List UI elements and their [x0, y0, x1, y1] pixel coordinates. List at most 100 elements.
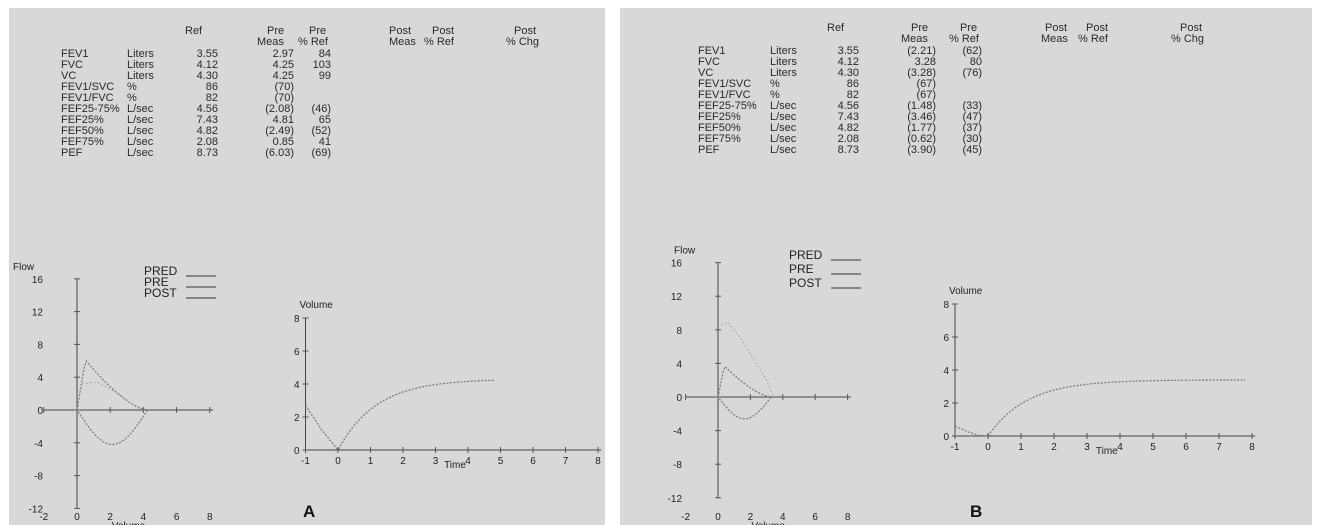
row-unit: Liters — [770, 56, 797, 68]
header-pre: Pre — [267, 25, 285, 37]
time-tick-label: 7 — [563, 456, 569, 467]
header-post: Post — [1045, 22, 1068, 34]
time-tick-label: 1 — [1018, 442, 1024, 453]
vol-y-tick-label: 6 — [943, 333, 949, 344]
flow-volume-loop-pre — [76, 359, 149, 446]
time-tick-label: 8 — [595, 456, 601, 467]
row-pre-pct-ref: (30) — [962, 133, 982, 145]
header-pre: Pre — [309, 25, 327, 37]
vol-y-tick-label: 6 — [294, 347, 300, 358]
time-tick-label: 8 — [1249, 442, 1255, 453]
time-tick-label: 0 — [985, 442, 991, 453]
header-ref: Ref — [185, 25, 203, 37]
header-post: Post — [389, 25, 412, 37]
row-parameter: FEV1 — [698, 45, 726, 57]
row-unit: L/sec — [770, 144, 797, 156]
header-post: Post — [514, 25, 537, 37]
row-pre-pct-ref: 65 — [318, 114, 331, 126]
flow-x-tick-label: 8 — [845, 512, 851, 523]
flow-x-tick-label: 4 — [780, 512, 786, 523]
flow-volume-predicted — [81, 381, 146, 411]
vol-y-tick-label: 8 — [294, 314, 300, 325]
header-pre-meas: Meas — [901, 33, 928, 45]
row-ref-value: 3.55 — [837, 45, 859, 57]
time-tick-label: 5 — [498, 456, 504, 467]
row-parameter: FVC — [698, 56, 720, 68]
row-pre-meas: 4.81 — [272, 114, 294, 126]
row-ref-value: 8.73 — [837, 144, 859, 156]
row-pre-pct-ref: (47) — [962, 111, 982, 123]
row-ref-value: 2.08 — [837, 133, 859, 145]
row-ref-value: 7.43 — [837, 111, 859, 123]
flow-x-tick-label: 8 — [207, 512, 213, 523]
flow-x-tick-label: 2 — [748, 512, 754, 523]
row-parameter: FVC — [61, 59, 83, 71]
row-unit: L/sec — [770, 133, 797, 145]
row-unit: L/sec — [127, 136, 154, 148]
flow-axis-title: Flow — [674, 246, 696, 257]
flow-y-tick-label: 8 — [676, 326, 682, 337]
row-ref-value: 82 — [846, 89, 859, 101]
row-pre-meas: (67) — [916, 78, 936, 90]
row-unit: L/sec — [127, 114, 154, 126]
row-unit: % — [770, 89, 780, 101]
flow-y-tick-label: 4 — [676, 359, 682, 370]
row-pre-meas: (2.49) — [265, 125, 294, 137]
row-parameter: FEV1/SVC — [61, 81, 115, 93]
row-parameter: FEV1/FVC — [698, 89, 751, 101]
flow-y-tick-label: -4 — [34, 439, 43, 450]
row-parameter: FEF50% — [61, 125, 104, 137]
header-post-meas: Meas — [1041, 33, 1068, 45]
legend-label: PRE — [789, 262, 814, 276]
row-unit: L/sec — [770, 122, 797, 134]
flow-y-tick-label: 16 — [671, 259, 683, 270]
time-tick-label: 6 — [1183, 442, 1189, 453]
row-parameter: FEF25-75% — [61, 103, 120, 115]
vol-y-tick-label: 2 — [943, 399, 949, 410]
row-parameter: FEF25-75% — [698, 100, 757, 112]
row-ref-value: 86 — [205, 81, 218, 93]
time-tick-label: 5 — [1150, 442, 1156, 453]
vol-y-tick-label: 0 — [294, 446, 300, 457]
header-pre-pct-ref: % Ref — [298, 36, 328, 48]
flow-y-tick-label: 12 — [32, 308, 44, 319]
legend-label: POST — [144, 286, 177, 300]
row-pre-meas: (2.08) — [265, 103, 294, 115]
time-tick-label: 3 — [433, 456, 439, 467]
flow-y-tick-label: -12 — [29, 504, 44, 515]
row-parameter: FEF75% — [698, 133, 741, 145]
row-ref-value: 4.82 — [196, 125, 218, 137]
volume-time-curve — [954, 379, 1246, 437]
row-parameter: VC — [61, 70, 77, 82]
row-pre-pct-ref: (69) — [311, 147, 331, 159]
vol-y-tick-label: 0 — [943, 432, 949, 443]
flow-y-tick-label: 0 — [37, 406, 43, 417]
time-tick-label: -1 — [301, 456, 310, 467]
header-post: Post — [432, 25, 455, 37]
row-pre-meas: (3.90) — [907, 144, 936, 156]
row-unit: % — [127, 81, 137, 93]
row-unit: Liters — [770, 67, 797, 79]
time-tick-label: 3 — [1084, 442, 1090, 453]
flow-axis-title: Flow — [13, 262, 35, 273]
row-unit: L/sec — [127, 147, 154, 159]
row-parameter: FEF50% — [698, 122, 741, 134]
row-ref-value: 2.08 — [196, 136, 218, 148]
flow-x-tick-label: -2 — [681, 512, 690, 523]
header-pre: Pre — [911, 22, 929, 34]
row-pre-pct-ref: (33) — [962, 100, 982, 112]
time-tick-label: -1 — [951, 442, 960, 453]
vol-y-tick-label: 8 — [943, 300, 949, 311]
header-post: Post — [1180, 22, 1203, 34]
row-pre-pct-ref: (45) — [962, 144, 982, 156]
vol-y-tick-label: 2 — [294, 413, 300, 424]
row-unit: Liters — [770, 45, 797, 57]
time-tick-label: 4 — [1117, 442, 1123, 453]
row-pre-meas: (3.46) — [907, 111, 936, 123]
panel-letter: B — [970, 502, 983, 521]
row-parameter: FEV1/FVC — [61, 92, 114, 104]
row-parameter: PEF — [698, 144, 720, 156]
row-unit: L/sec — [770, 100, 797, 112]
row-pre-pct-ref: (46) — [311, 103, 331, 115]
header-post: Post — [1086, 22, 1109, 34]
